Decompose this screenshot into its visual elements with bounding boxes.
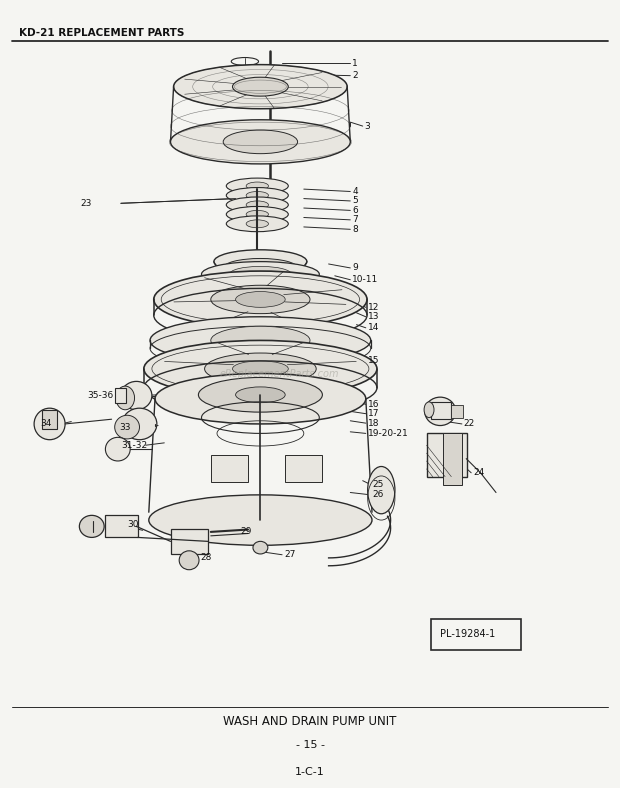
Text: 6: 6: [352, 206, 358, 215]
Ellipse shape: [149, 495, 372, 545]
Text: 28: 28: [200, 552, 211, 562]
Text: 10-11: 10-11: [352, 275, 378, 284]
Ellipse shape: [246, 191, 268, 199]
Bar: [115, 388, 126, 403]
Text: 29: 29: [241, 526, 252, 536]
Ellipse shape: [154, 271, 367, 328]
Ellipse shape: [226, 197, 288, 213]
Ellipse shape: [198, 377, 322, 412]
Ellipse shape: [179, 551, 199, 570]
Bar: [431, 619, 521, 650]
Bar: [451, 405, 463, 418]
Text: 31-32: 31-32: [121, 440, 147, 450]
Ellipse shape: [232, 77, 288, 96]
Text: 15: 15: [368, 355, 379, 365]
Ellipse shape: [226, 206, 288, 222]
Ellipse shape: [211, 326, 310, 355]
Ellipse shape: [229, 266, 291, 282]
Ellipse shape: [226, 178, 288, 194]
Ellipse shape: [174, 65, 347, 109]
Ellipse shape: [115, 415, 140, 439]
Bar: [443, 433, 462, 485]
Ellipse shape: [79, 515, 104, 537]
Bar: [211, 455, 248, 482]
Bar: [170, 529, 208, 554]
Text: 24: 24: [473, 468, 484, 478]
Bar: [427, 433, 467, 477]
Ellipse shape: [144, 340, 377, 397]
Text: 1-C-1: 1-C-1: [295, 768, 325, 777]
Ellipse shape: [34, 408, 65, 440]
Text: 13: 13: [368, 312, 379, 322]
Text: 8: 8: [352, 225, 358, 234]
Text: 9: 9: [352, 263, 358, 273]
Ellipse shape: [205, 353, 316, 385]
Text: 34: 34: [40, 419, 51, 429]
Ellipse shape: [202, 262, 319, 287]
Text: PL-19284-1: PL-19284-1: [440, 630, 495, 639]
Ellipse shape: [211, 285, 310, 314]
Text: 7: 7: [352, 215, 358, 225]
Text: 14: 14: [368, 323, 379, 333]
Ellipse shape: [246, 201, 268, 209]
Ellipse shape: [246, 182, 268, 190]
Text: 19-20-21: 19-20-21: [368, 429, 409, 438]
Text: 25: 25: [372, 480, 383, 489]
Ellipse shape: [425, 397, 456, 426]
Bar: [105, 515, 138, 537]
Text: 3: 3: [365, 121, 370, 131]
Ellipse shape: [236, 292, 285, 307]
Ellipse shape: [223, 130, 298, 154]
Ellipse shape: [232, 361, 288, 377]
Ellipse shape: [368, 466, 395, 514]
Text: 2: 2: [352, 71, 358, 80]
Text: eReplacementParts.com: eReplacementParts.com: [219, 370, 339, 379]
Ellipse shape: [236, 387, 285, 403]
Bar: [285, 455, 322, 482]
Text: KD-21 REPLACEMENT PARTS: KD-21 REPLACEMENT PARTS: [19, 28, 184, 38]
Text: 16: 16: [368, 400, 379, 409]
Text: 1: 1: [352, 58, 358, 68]
Ellipse shape: [122, 408, 157, 440]
Ellipse shape: [246, 210, 268, 218]
Text: 26: 26: [372, 490, 383, 500]
Ellipse shape: [105, 437, 130, 461]
Ellipse shape: [226, 216, 288, 232]
Ellipse shape: [170, 120, 350, 164]
Text: - 15 -: - 15 -: [296, 740, 324, 749]
Ellipse shape: [121, 381, 152, 410]
Ellipse shape: [253, 541, 268, 554]
Ellipse shape: [155, 374, 366, 424]
Text: 12: 12: [368, 303, 379, 312]
Ellipse shape: [246, 220, 268, 228]
Ellipse shape: [116, 386, 135, 410]
Bar: [431, 402, 451, 419]
Ellipse shape: [424, 402, 434, 418]
Ellipse shape: [226, 188, 288, 203]
Text: 5: 5: [352, 196, 358, 206]
Text: 23: 23: [81, 199, 92, 208]
Text: 4: 4: [352, 187, 358, 196]
Ellipse shape: [150, 317, 371, 364]
Text: 22: 22: [464, 419, 475, 429]
Ellipse shape: [223, 258, 298, 277]
Bar: [42, 410, 57, 429]
Text: WASH AND DRAIN PUMP UNIT: WASH AND DRAIN PUMP UNIT: [223, 715, 397, 727]
Text: 17: 17: [368, 409, 379, 418]
Text: 18: 18: [368, 418, 379, 428]
Text: 35-36: 35-36: [87, 391, 113, 400]
Text: 33: 33: [120, 422, 131, 432]
Text: 27: 27: [284, 550, 295, 559]
Ellipse shape: [214, 250, 307, 273]
Text: 30: 30: [127, 519, 139, 529]
